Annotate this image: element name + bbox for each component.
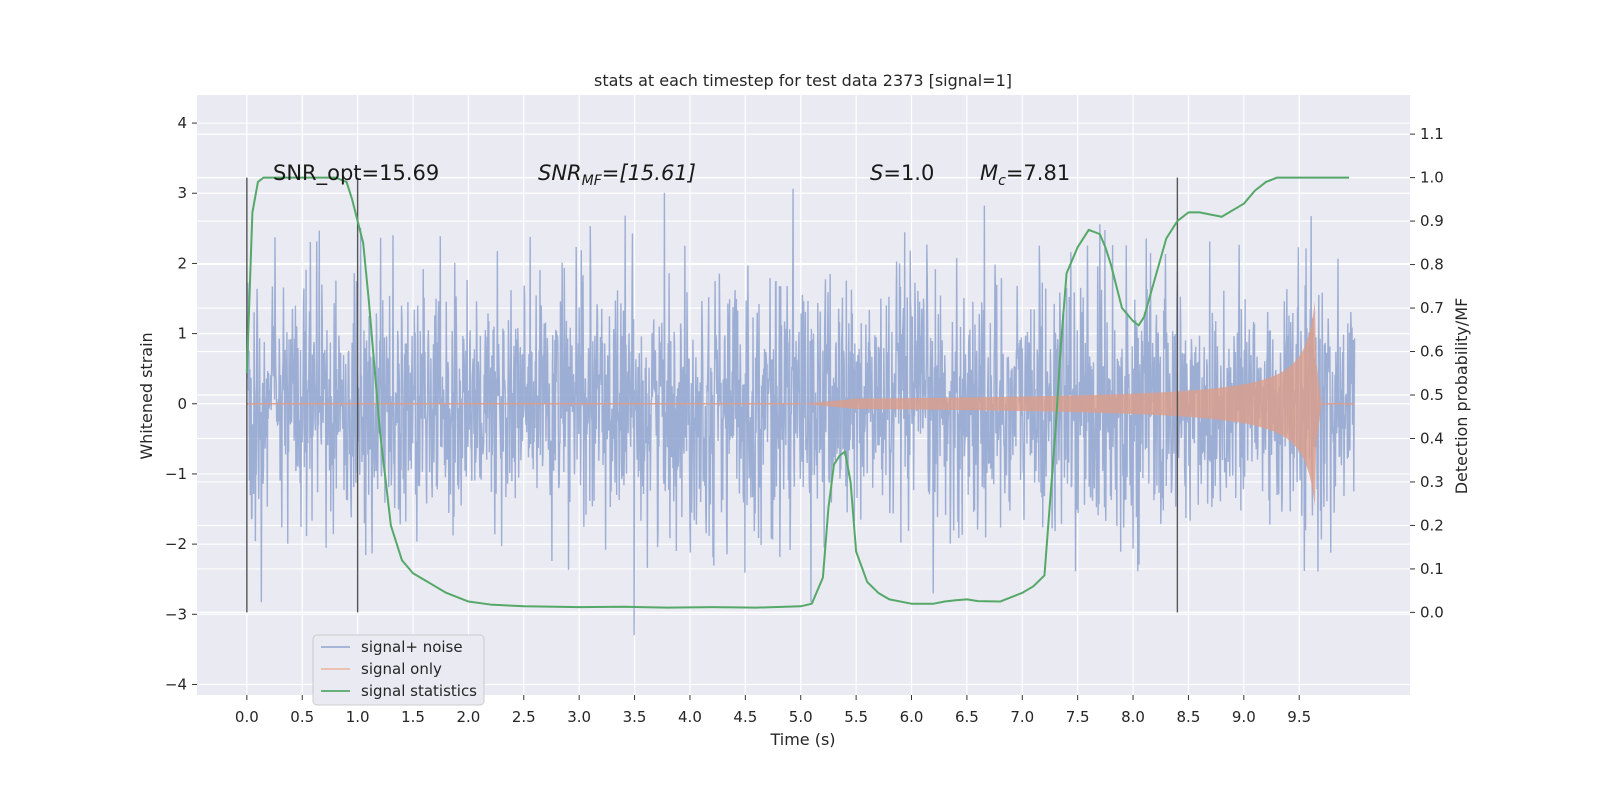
x-tick-label: 8.5 [1177,708,1201,726]
x-tick-label: 6.0 [900,708,924,726]
y-right-tick-label: 0.1 [1420,560,1444,578]
x-axis-ticks: 0.0 0.5 1.0 1.5 2.0 2.5 3.0 3.5 4.0 4.5 5.0 5.5 6.0 6… [235,695,1311,726]
x-tick-label: 5.5 [844,708,868,726]
annotation-snr-opt: SNR_opt=15.69 [273,161,439,186]
legend-label-signal-noise: signal+ noise [361,638,463,656]
left-y-axis-title: Whitened strain [137,332,156,459]
signal-statistics-line [245,176,1350,609]
y-right-tick-label: 0.5 [1420,386,1444,404]
x-tick-label: 6.5 [955,708,979,726]
x-tick-label: 2.5 [512,708,536,726]
annotation-s-value: =1.0 [883,161,934,185]
y-left-tick-label: −2 [165,535,187,553]
annotation-mc-sub: c [998,173,1006,189]
x-tick-label: 2.0 [456,708,480,726]
y-left-tick-label: 0 [177,395,187,413]
y-left-tick-label: 4 [177,114,187,132]
signal-noise-series [246,188,1356,636]
legend: signal+ noise signal only signal statist… [312,634,485,706]
y-right-tick-label: 0.4 [1420,429,1444,447]
y-right-tick-label: 0.3 [1420,473,1444,491]
y-left-tick-label: 3 [177,184,187,202]
y-right-tick-label: 0.2 [1420,516,1444,534]
left-y-axis-ticks: −4 −3 −2 −1 0 1 2 3 4 [165,114,197,693]
annotation-mc-base: M [980,161,998,185]
x-tick-label: 4.5 [733,708,757,726]
signal-only-envelope [800,301,1322,507]
y-right-tick-label: 0.6 [1420,343,1444,361]
signal-noise-line [246,188,1356,636]
legend-label-signal-only: signal only [361,660,442,678]
signal-statistics-series [245,176,1350,609]
right-y-axis-title: Detection probability/MF [1452,298,1471,495]
x-tick-label: 1.0 [346,708,370,726]
vertical-markers [246,177,1179,613]
x-tick-label: 5.0 [789,708,813,726]
x-tick-label: 8.0 [1121,708,1145,726]
x-tick-label: 0.5 [290,708,314,726]
y-right-tick-label: 0.8 [1420,256,1444,274]
x-tick-label: 7.0 [1010,708,1034,726]
y-right-tick-label: 1.1 [1420,125,1444,143]
annotation-snr-mf-value: =[15.61] [602,161,696,185]
annotation-snr-mf-sub: MF [582,173,603,189]
annotation-mc: Mc=7.81 [980,161,1070,189]
y-left-tick-label: 2 [177,254,187,272]
y-right-tick-label: 1.0 [1420,169,1444,187]
legend-box [312,634,485,706]
y-left-tick-label: −4 [165,675,187,693]
y-right-tick-label: 0.7 [1420,299,1444,317]
x-tick-label: 9.5 [1287,708,1311,726]
chart-title: stats at each timestep for test data 237… [594,71,1012,90]
y-right-tick-label: 0.0 [1420,603,1444,621]
y-left-tick-label: 1 [177,325,187,343]
x-tick-label: 1.5 [401,708,425,726]
x-tick-label: 4.0 [678,708,702,726]
legend-label-signal-statistics: signal statistics [361,682,477,700]
x-tick-label: 3.5 [623,708,647,726]
annotation-s-var: S [870,161,883,185]
x-axis-title: Time (s) [769,730,835,749]
x-tick-label: 9.0 [1232,708,1256,726]
signal-only-series [246,301,1355,507]
annotation-snr-mf: SNRMF=[15.61] [538,161,696,189]
annotation-mc-value: =7.81 [1006,161,1070,185]
right-y-axis-ticks: 0.0 0.1 0.2 0.3 0.4 0.5 0.6 0.7 0.8 0.9 1.0 1.1 [1410,125,1444,621]
y-left-tick-label: −1 [165,465,187,483]
x-tick-label: 0.0 [235,708,259,726]
x-tick-label: 7.5 [1066,708,1090,726]
annotation-snr-mf-base: SNR [538,161,582,185]
x-tick-label: 3.0 [567,708,591,726]
y-right-tick-label: 0.9 [1420,212,1444,230]
annotation-s: S=1.0 [870,161,934,185]
y-left-tick-label: −3 [165,605,187,623]
